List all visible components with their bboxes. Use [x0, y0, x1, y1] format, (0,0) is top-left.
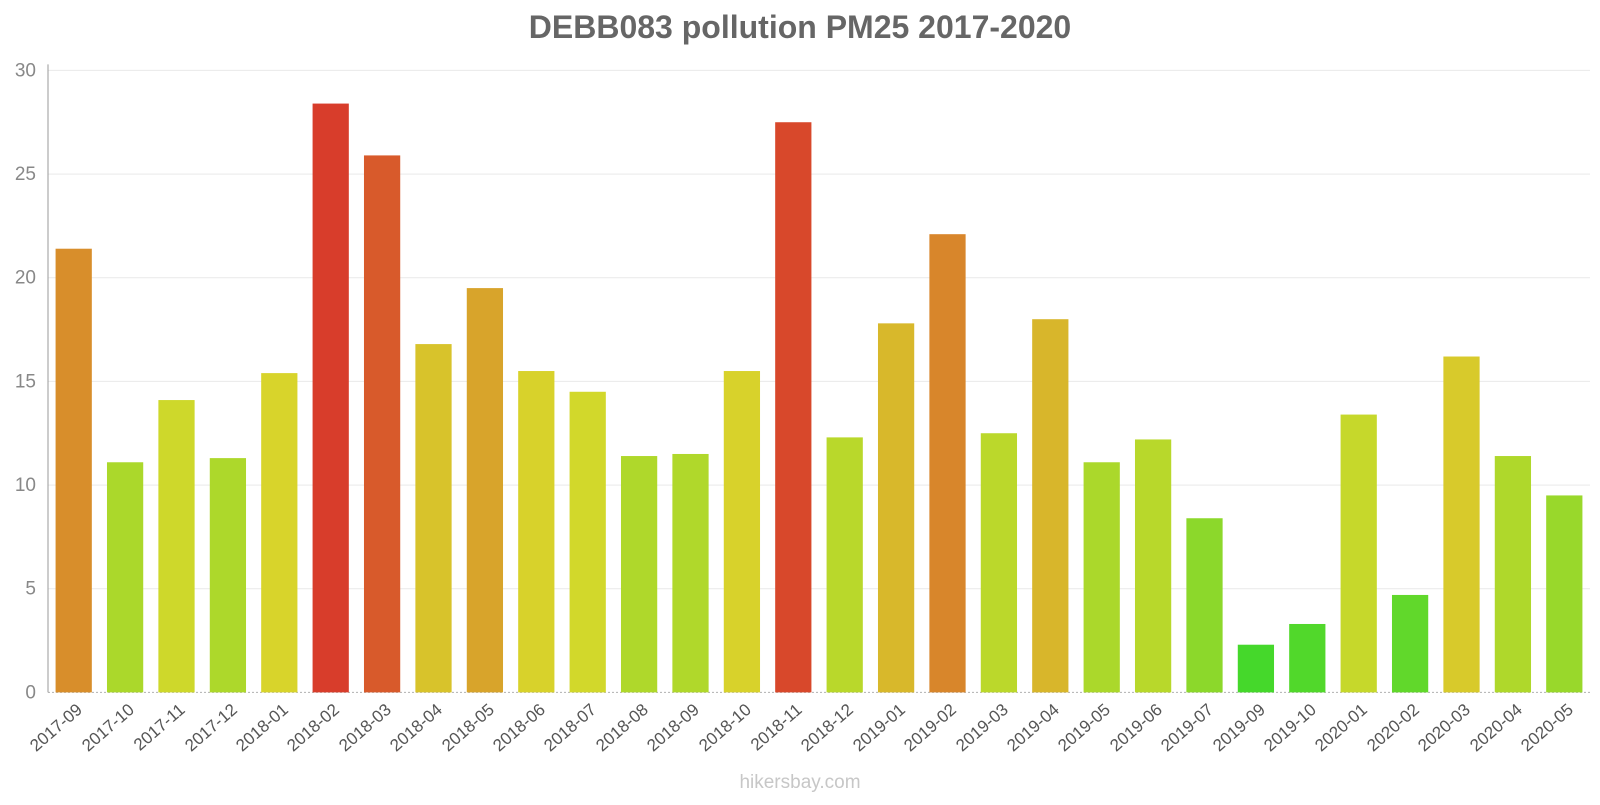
svg-text:15: 15 — [15, 371, 36, 392]
svg-text:30: 30 — [15, 60, 36, 81]
svg-text:5: 5 — [25, 579, 36, 600]
svg-text:25: 25 — [15, 164, 36, 185]
svg-text:20: 20 — [15, 268, 36, 289]
svg-text:0: 0 — [25, 682, 36, 703]
svg-text:10: 10 — [15, 475, 36, 496]
